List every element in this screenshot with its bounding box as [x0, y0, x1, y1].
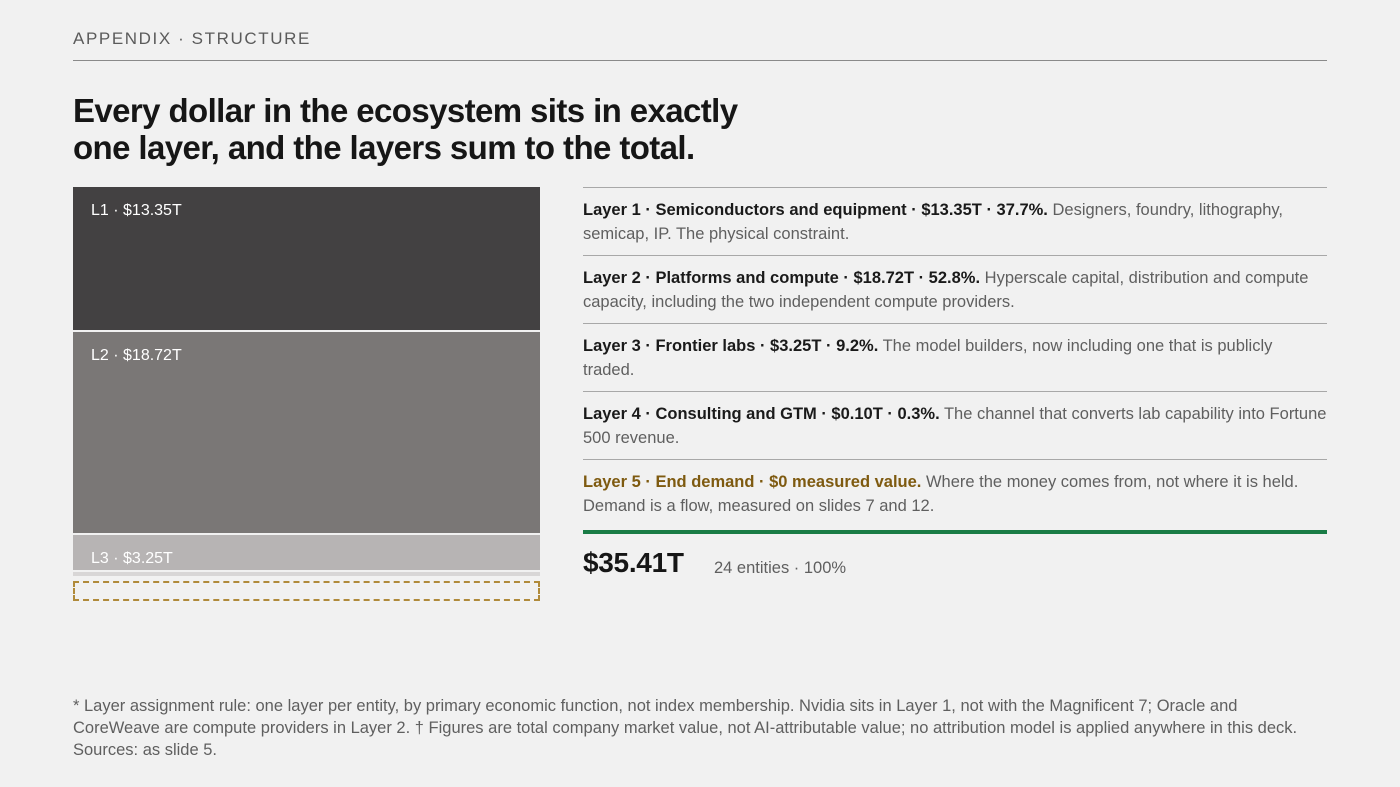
legend-item-desc: The channel that converts lab capability…: [583, 405, 1327, 447]
legend-item-layer-3: Layer 3 · Frontier labs · $3.25T · 9.2%.…: [583, 323, 1327, 391]
legend-item-lead: Layer 1 · Semiconductors and equipment ·…: [583, 201, 1048, 219]
legend-item-desc: Designers, foundry, lithography, semicap…: [583, 201, 1284, 243]
layer-3-segment: L3 · $3.25T: [73, 535, 540, 570]
footnote: * Layer assignment rule: one layer per e…: [73, 697, 1298, 759]
total-divider: [583, 530, 1327, 534]
legend-item-layer-2: Layer 2 · Platforms and compute · $18.72…: [583, 255, 1327, 323]
slide-headline: Every dollar in the ecosystem sits in ex…: [73, 92, 738, 166]
eyebrow-divider: [73, 60, 1327, 61]
layer-5-empty-segment: [73, 581, 540, 601]
layer-2-segment-label: L2 · $18.72T: [91, 347, 182, 364]
total-value: $35.41T: [583, 547, 684, 578]
layer-2-segment: L2 · $18.72T: [73, 332, 540, 533]
section-eyebrow: APPENDIX · STRUCTURE: [73, 29, 311, 48]
layer-1-segment: L1 · $13.35T: [73, 187, 540, 330]
legend-item-lead: Layer 3 · Frontier labs · $3.25T · 9.2%.: [583, 337, 879, 355]
legend-item-lead: Layer 4 · Consulting and GTM · $0.10T · …: [583, 405, 940, 423]
layer-stack-chart: L1 · $13.35T L2 · $18.72T L3 · $3.25T: [73, 187, 540, 601]
legend-item-layer-4: Layer 4 · Consulting and GTM · $0.10T · …: [583, 391, 1327, 459]
layer-3-segment-label: L3 · $3.25T: [91, 550, 173, 567]
legend-item-desc: Where the money comes from, not where it…: [583, 473, 1299, 515]
legend-item-layer-5: Layer 5 · End demand · $0 measured value…: [583, 459, 1327, 527]
layer-4-segment: [73, 572, 540, 576]
legend-item-desc: The model builders, now including one th…: [583, 337, 1273, 379]
legend-item-layer-1: Layer 1 · Semiconductors and equipment ·…: [583, 187, 1327, 255]
layer-legend: Layer 1 · Semiconductors and equipment ·…: [583, 187, 1327, 527]
legend-item-lead: Layer 5 · End demand · $0 measured value…: [583, 473, 922, 491]
layer-1-segment-label: L1 · $13.35T: [91, 202, 182, 219]
legend-item-lead: Layer 2 · Platforms and compute · $18.72…: [583, 269, 981, 287]
legend-item-desc: Hyperscale capital, distribution and com…: [583, 269, 1309, 311]
total-meta: 24 entities · 100%: [714, 559, 847, 577]
